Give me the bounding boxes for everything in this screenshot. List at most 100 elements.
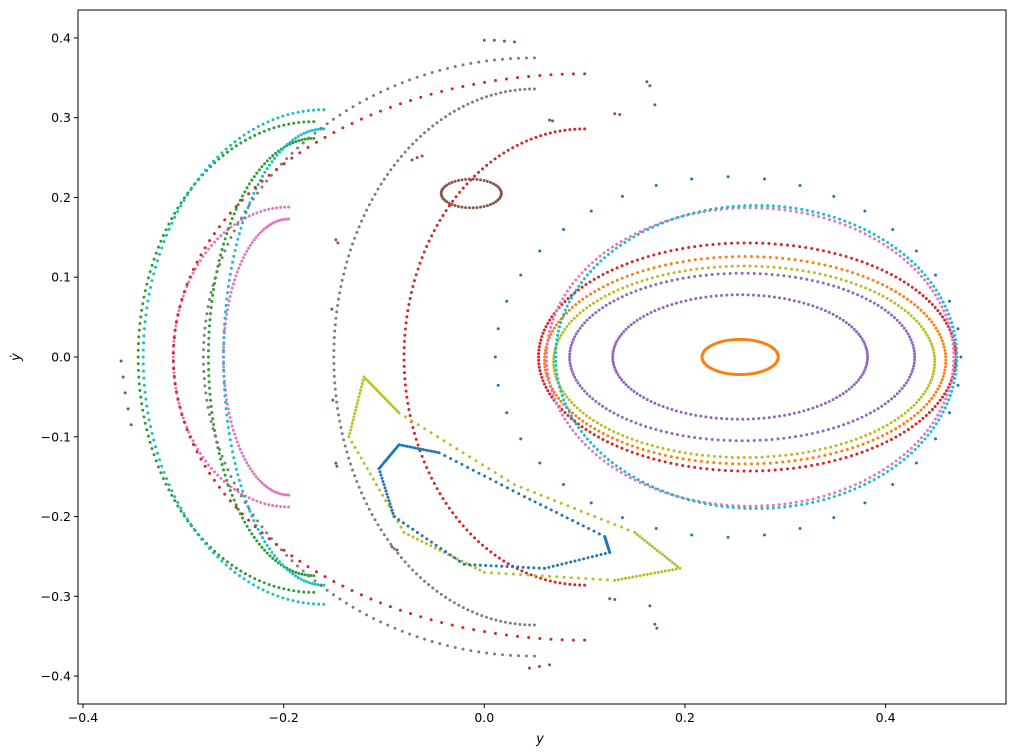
scatter-point — [710, 437, 714, 441]
scatter-point — [881, 472, 885, 476]
scatter-point — [746, 271, 750, 275]
scatter-point — [238, 136, 242, 140]
scatter-point — [423, 73, 427, 77]
scatter-point — [336, 241, 340, 245]
scatter-point — [620, 264, 624, 268]
scatter-point — [222, 345, 226, 349]
scatter-point — [615, 468, 619, 472]
scatter-point — [461, 63, 465, 67]
scatter-point — [421, 448, 425, 452]
scatter-point — [900, 386, 904, 390]
scatter-point — [670, 302, 674, 306]
scatter-point — [823, 453, 827, 457]
scatter-point — [284, 493, 288, 497]
scatter-point — [641, 480, 645, 484]
scatter-point — [849, 281, 853, 285]
scatter-point — [264, 485, 268, 489]
scatter-point — [913, 358, 917, 362]
scatter-point — [943, 406, 947, 410]
scatter-point — [224, 147, 228, 151]
scatter-point — [505, 565, 509, 569]
scatter-point — [714, 416, 718, 420]
scatter-point — [448, 553, 452, 557]
scatter-point — [603, 294, 607, 298]
scatter-point — [754, 507, 758, 511]
scatter-point — [548, 318, 552, 322]
scatter-point — [247, 203, 251, 207]
scatter-point — [950, 376, 954, 380]
scatter-point — [560, 638, 564, 642]
scatter-point — [473, 563, 477, 567]
scatter-point — [378, 488, 382, 492]
scatter-point — [267, 503, 271, 507]
scatter-point — [703, 502, 707, 506]
scatter-point — [654, 184, 658, 188]
scatter-point — [544, 325, 548, 329]
scatter-point — [501, 653, 505, 657]
scatter-point — [838, 217, 842, 221]
scatter-point — [818, 272, 822, 276]
scatter-point — [325, 588, 329, 592]
scatter-point — [954, 342, 958, 346]
scatter-point — [855, 258, 859, 262]
scatter-point — [206, 355, 210, 359]
scatter-point — [692, 211, 696, 215]
scatter-point — [501, 57, 505, 61]
scatter-point — [760, 455, 764, 459]
scatter-point — [415, 635, 419, 639]
scatter-point — [387, 499, 391, 503]
scatter-point — [737, 462, 741, 466]
scatter-point — [760, 206, 764, 210]
scatter-point — [484, 95, 488, 99]
scatter-point — [938, 398, 942, 402]
scatter-point — [433, 546, 437, 550]
scatter-point — [615, 266, 619, 270]
scatter-point — [527, 74, 531, 78]
scatter-point — [141, 348, 145, 352]
scatter-point — [756, 255, 760, 259]
scatter-point — [634, 289, 638, 293]
scatter-point — [238, 447, 242, 451]
scatter-point — [464, 206, 468, 210]
scatter-point — [593, 515, 597, 519]
scatter-point — [539, 493, 543, 497]
scatter-point — [693, 258, 697, 262]
scatter-point — [864, 365, 868, 369]
scatter-point — [460, 205, 464, 209]
scatter-point — [902, 422, 906, 426]
scatter-point — [787, 459, 791, 463]
scatter-point — [389, 168, 393, 172]
scatter-point — [142, 334, 146, 338]
scatter-point — [200, 537, 204, 541]
scatter-point — [625, 293, 629, 297]
scatter-point — [875, 444, 879, 448]
scatter-point — [172, 339, 176, 343]
scatter-point — [460, 559, 464, 563]
scatter-point — [862, 340, 866, 344]
scatter-point — [206, 361, 210, 365]
scatter-point — [195, 260, 199, 264]
scatter-point — [709, 294, 713, 298]
scatter-point — [589, 292, 593, 296]
scatter-point — [933, 417, 937, 421]
scatter-point — [558, 301, 562, 305]
scatter-point — [839, 442, 843, 446]
scatter-point — [443, 454, 447, 458]
scatter-point — [853, 227, 857, 231]
scatter-point — [282, 123, 286, 127]
scatter-point — [491, 182, 495, 186]
scatter-point — [573, 559, 577, 563]
scatter-point — [785, 243, 789, 247]
scatter-point — [245, 524, 249, 528]
scatter-point — [147, 292, 151, 296]
scatter-point — [912, 361, 916, 365]
scatter-point — [916, 411, 920, 415]
scatter-point — [222, 242, 226, 246]
scatter-point — [266, 120, 270, 124]
scatter-point — [645, 540, 649, 544]
scatter-point — [196, 178, 200, 182]
scatter-point — [283, 145, 287, 149]
scatter-point — [936, 329, 940, 333]
scatter-point — [603, 256, 607, 260]
scatter-point — [350, 589, 354, 593]
